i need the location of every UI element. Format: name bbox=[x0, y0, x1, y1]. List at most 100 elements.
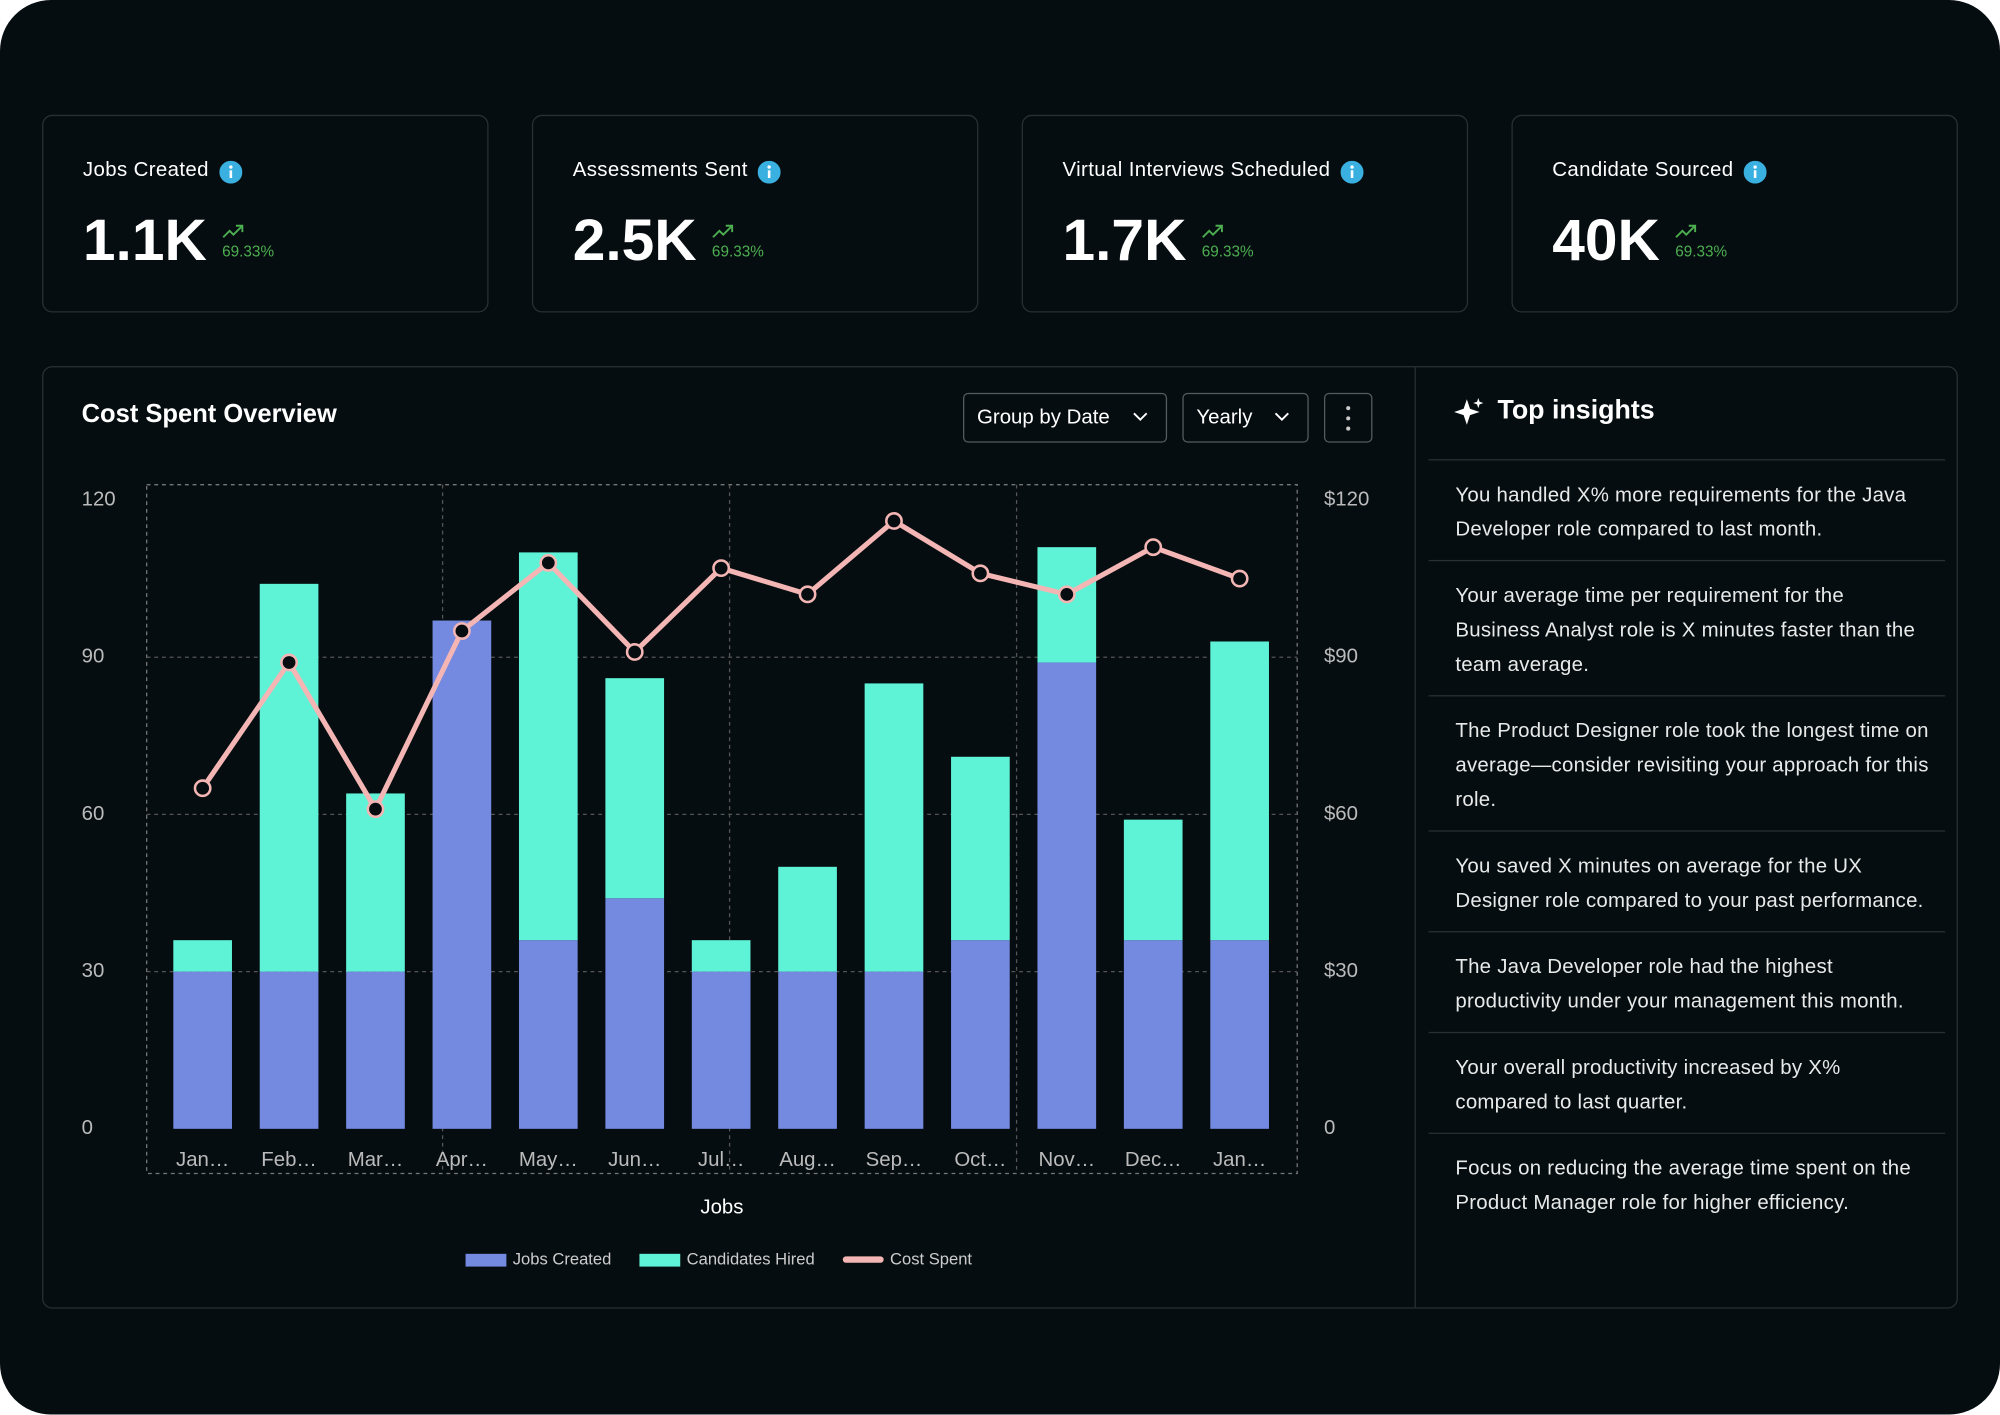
bar-segment bbox=[346, 971, 405, 1129]
bar-segment bbox=[1037, 547, 1097, 663]
y-tick-label: 0 bbox=[82, 1117, 93, 1139]
line-marker bbox=[1057, 585, 1076, 604]
bar-segment bbox=[864, 683, 924, 972]
trend-icon bbox=[712, 224, 734, 238]
info-icon[interactable] bbox=[219, 160, 243, 184]
bar-segment bbox=[1210, 940, 1269, 1129]
y2-tick-label: $90 bbox=[1324, 646, 1358, 668]
bar-segment bbox=[518, 940, 578, 1129]
line-marker bbox=[885, 512, 903, 530]
legend-swatch bbox=[842, 1256, 884, 1263]
bar-segment bbox=[691, 940, 751, 972]
bar-segment bbox=[1123, 819, 1183, 941]
insight: Your average time per requirement for th… bbox=[1428, 559, 1946, 695]
x-tick-label: Jun… bbox=[608, 1149, 661, 1171]
bar-segment bbox=[951, 940, 1010, 1129]
insight: The Product Designer role took the longe… bbox=[1428, 695, 1946, 830]
kpi-change: 69.33% bbox=[1675, 242, 1728, 261]
bar-segment bbox=[864, 971, 924, 1129]
kpi-card: Assessments Sent 2.5K 69.33% bbox=[531, 114, 979, 313]
kpi-value: 2.5K bbox=[572, 206, 697, 273]
info-icon[interactable] bbox=[758, 160, 781, 184]
kpi-label: Assessments Sent bbox=[572, 159, 748, 182]
x-tick-label: Nov… bbox=[1038, 1149, 1095, 1171]
dropdown-label: Group by Date bbox=[977, 406, 1110, 429]
legend-swatch bbox=[465, 1253, 507, 1267]
line-marker bbox=[971, 564, 990, 583]
bar-segment bbox=[1210, 641, 1269, 941]
kpi-label: Virtual Interviews Scheduled bbox=[1062, 159, 1331, 182]
line-marker bbox=[452, 622, 471, 640]
trend-icon bbox=[1675, 224, 1697, 238]
x-tick-label: Feb… bbox=[261, 1149, 317, 1171]
x-axis-label: Jobs bbox=[700, 1196, 743, 1218]
kpi-value: 40K bbox=[1552, 206, 1660, 273]
y2-tick-label: $30 bbox=[1324, 960, 1358, 982]
info-icon[interactable] bbox=[1743, 160, 1767, 184]
y-tick-label: 60 bbox=[82, 803, 105, 825]
x-tick-label: Sep… bbox=[866, 1149, 923, 1171]
panel bbox=[42, 366, 1958, 1309]
bar-segment bbox=[259, 971, 319, 1129]
bar-segment bbox=[778, 866, 837, 972]
x-tick-label: May… bbox=[519, 1149, 578, 1171]
bar-segment bbox=[432, 620, 492, 1129]
y-tick-label: 30 bbox=[82, 960, 105, 982]
legend-label: Candidates Hired bbox=[687, 1250, 815, 1269]
menu-button[interactable] bbox=[1323, 392, 1373, 443]
line-marker bbox=[366, 800, 385, 819]
x-tick-label: Apr… bbox=[436, 1149, 488, 1171]
kpi-card: Candidate Sourced 40K 69.33% bbox=[1511, 114, 1958, 313]
bar-segment bbox=[951, 756, 1010, 941]
kpi-change: 69.33% bbox=[711, 242, 764, 261]
kpi-card: Virtual Interviews Scheduled 1.7K 69.33% bbox=[1021, 114, 1469, 313]
line-marker bbox=[712, 559, 731, 578]
chart-title: Cost Spent Overview bbox=[81, 400, 337, 429]
chart: Jobs 0 30 60 90 120 0 $30 $60 $90 $120 Jan… Feb… Mar… bbox=[82, 484, 1369, 1269]
y-tick-label: 120 bbox=[82, 488, 116, 510]
insight: Focus on reducing the average time spent… bbox=[1428, 1132, 1946, 1234]
legend-swatch bbox=[639, 1253, 681, 1267]
insight: The Java Developer role had the highest … bbox=[1428, 931, 1946, 1032]
plot-border bbox=[146, 484, 1298, 1175]
dropdown[interactable]: Group by Date bbox=[963, 392, 1168, 443]
kpi-card: Jobs Created 1.1K 69.33% bbox=[42, 114, 489, 313]
bar-segment bbox=[605, 898, 665, 1129]
x-tick-label: Jan… bbox=[1213, 1149, 1266, 1171]
trend-icon bbox=[222, 224, 244, 238]
bar-segment bbox=[1037, 662, 1097, 1129]
line-marker bbox=[1144, 538, 1163, 557]
y-tick-label: 90 bbox=[82, 646, 105, 668]
line-marker bbox=[625, 643, 644, 661]
x-tick-label: Mar… bbox=[348, 1149, 404, 1171]
bar-segment bbox=[173, 971, 232, 1129]
kpi-label: Candidate Sourced bbox=[1552, 159, 1734, 182]
legend-label: Jobs Created bbox=[513, 1250, 612, 1269]
insights-list: You handled X% more requirements for the… bbox=[1428, 459, 1946, 1234]
x-tick-label: Jul… bbox=[698, 1149, 744, 1171]
x-tick-label: Dec… bbox=[1125, 1149, 1182, 1171]
sparkle-icon bbox=[1454, 397, 1484, 425]
bar-segment bbox=[173, 940, 232, 972]
x-tick-label: Aug… bbox=[779, 1149, 836, 1171]
info-icon[interactable] bbox=[1340, 160, 1364, 184]
line-marker bbox=[280, 653, 298, 672]
y2-tick-label: 0 bbox=[1324, 1117, 1335, 1139]
divider bbox=[1414, 367, 1416, 1308]
y2-tick-label: $60 bbox=[1324, 803, 1358, 825]
bar-segment bbox=[1123, 940, 1183, 1129]
insight: Your overall productivity increased by X… bbox=[1428, 1031, 1946, 1133]
kpi-label: Jobs Created bbox=[82, 159, 209, 182]
dropdown[interactable]: Yearly bbox=[1182, 392, 1309, 443]
x-tick-label: Oct… bbox=[954, 1149, 1006, 1171]
bar-segment bbox=[778, 971, 837, 1129]
insight: You saved X minutes on average for the U… bbox=[1428, 830, 1946, 931]
insights-title: Top insights bbox=[1497, 395, 1655, 425]
line-marker bbox=[193, 779, 212, 798]
line-marker bbox=[539, 553, 558, 572]
kpi-value: 1.7K bbox=[1062, 206, 1187, 273]
trend-icon bbox=[1202, 224, 1224, 238]
legend-label: Cost Spent bbox=[890, 1250, 972, 1269]
bar-segment bbox=[259, 583, 319, 972]
